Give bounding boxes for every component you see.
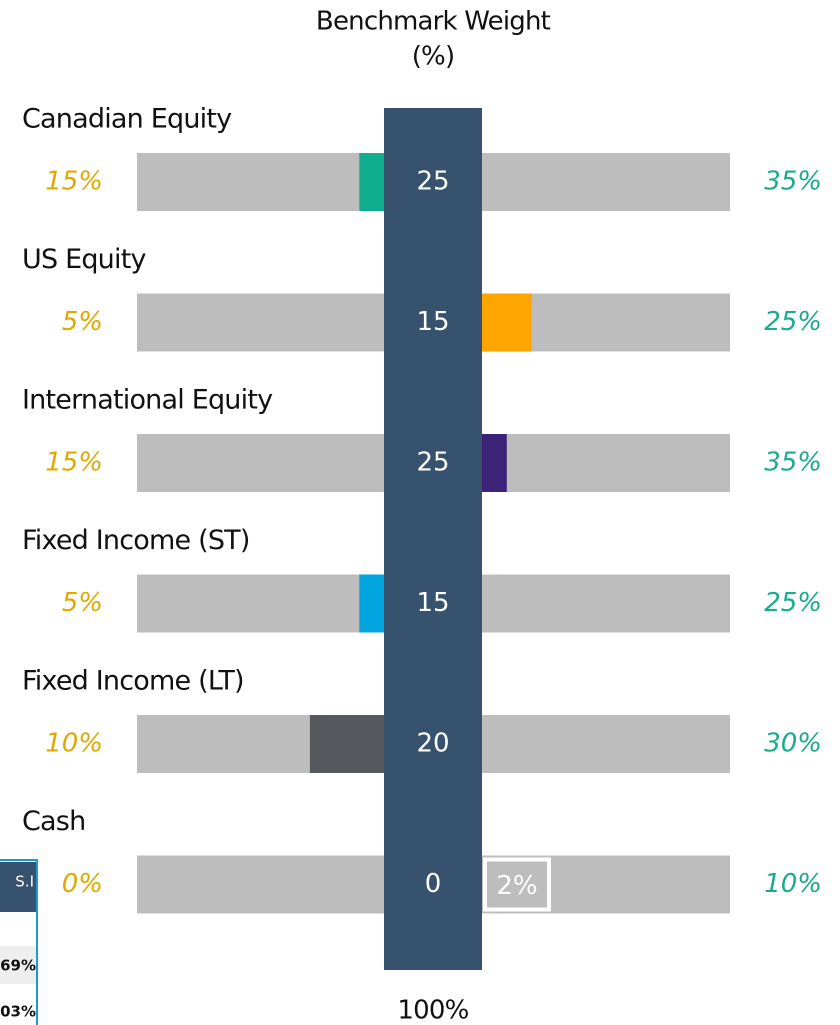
min-label: 15%: [45, 448, 103, 478]
max-label: 25%: [764, 588, 822, 618]
row-label: Fixed Income (ST): [22, 525, 250, 556]
weight-bar: [359, 574, 384, 633]
weight-bar: [482, 293, 532, 352]
header-unit: (%): [412, 42, 455, 72]
max-label: 30%: [764, 729, 822, 759]
side-panel-row-bg: [0, 946, 36, 984]
min-label: 10%: [45, 729, 103, 759]
benchmark-value: 0: [425, 869, 442, 899]
row-label: Canadian Equity: [22, 104, 232, 135]
min-label: 15%: [45, 167, 103, 197]
side-panel: S.I 69% 03%: [0, 859, 38, 1025]
side-panel-cell: 03%: [0, 1003, 36, 1021]
weight-bar: [483, 857, 551, 912]
benchmark-value: 25: [416, 167, 449, 197]
side-panel-cell: 69%: [0, 957, 36, 975]
weight-bar: [309, 715, 384, 773]
max-label: 10%: [764, 869, 822, 899]
benchmark-value: 15: [416, 307, 449, 337]
max-label: 35%: [764, 167, 822, 197]
benchmark-value: 15: [416, 588, 449, 618]
min-label: 5%: [62, 307, 103, 337]
header-title: Benchmark Weight: [316, 7, 551, 37]
total: 100%: [397, 996, 468, 1025]
max-label: 35%: [764, 448, 822, 478]
min-label: 0%: [62, 869, 103, 899]
benchmark-value: 20: [416, 729, 449, 759]
row-label: International Equity: [22, 385, 273, 416]
weight-label: 2%: [496, 871, 537, 901]
row-label: US Equity: [22, 244, 146, 275]
benchmark-value: 25: [416, 448, 449, 478]
row-label: Fixed Income (LT): [22, 666, 244, 697]
row-label: Cash: [22, 806, 85, 837]
side-panel-header: S.I: [15, 873, 34, 891]
weight-bar: [482, 434, 507, 492]
benchmark-column: [384, 108, 482, 970]
side-panel-header-bg: [0, 862, 36, 912]
weight-bar: [359, 153, 384, 211]
min-label: 5%: [62, 588, 103, 618]
max-label: 25%: [764, 307, 822, 337]
